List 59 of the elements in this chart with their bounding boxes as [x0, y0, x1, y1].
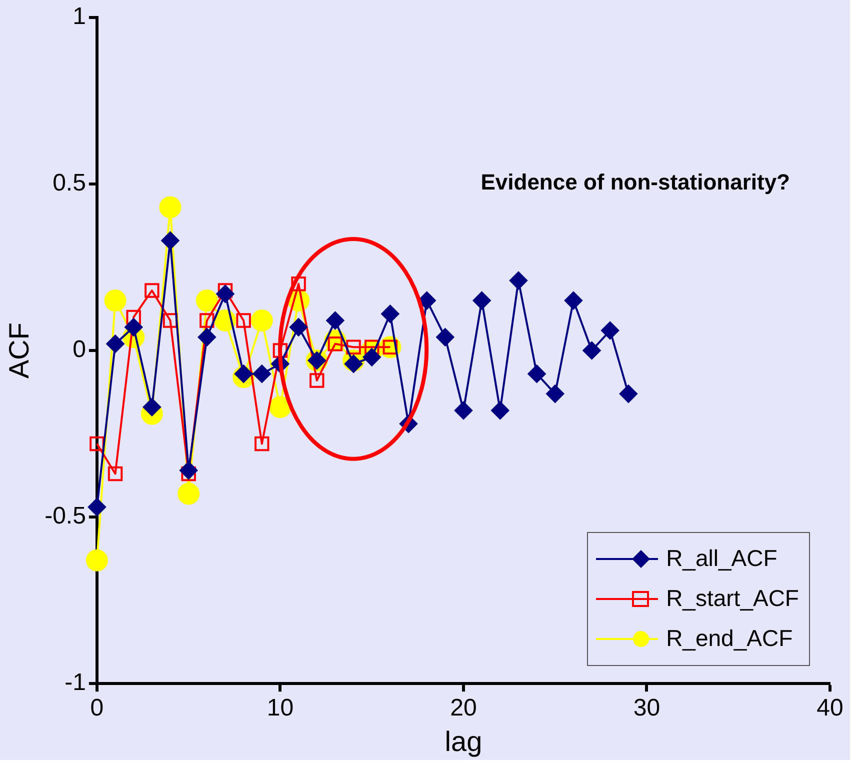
- point: [108, 466, 123, 482]
- y-tick-label: 0: [72, 336, 86, 364]
- y-tick-label: 1: [72, 3, 86, 30]
- point: [472, 292, 491, 310]
- point: [252, 364, 271, 383]
- point: [381, 304, 400, 323]
- point: [142, 398, 161, 416]
- x-tick-label: 30: [633, 694, 660, 722]
- point: [216, 284, 234, 303]
- point: [162, 313, 178, 328]
- point: [88, 498, 106, 516]
- point: [546, 384, 564, 403]
- point: [564, 292, 582, 310]
- point: [104, 290, 126, 312]
- point: [196, 290, 218, 312]
- point: [454, 401, 472, 420]
- point: [601, 322, 620, 340]
- point: [124, 318, 143, 336]
- point: [346, 340, 361, 355]
- legend-label: R_start_ACF: [666, 585, 799, 612]
- y-tick-label: -1: [64, 669, 86, 696]
- point: [236, 313, 251, 328]
- point: [528, 364, 546, 383]
- point: [178, 482, 200, 505]
- point: [254, 436, 270, 452]
- x-tick-label: 0: [90, 694, 104, 722]
- point: [582, 342, 601, 360]
- annotation: Evidence of non-stationarity?: [480, 169, 790, 194]
- point: [436, 328, 454, 346]
- point: [326, 312, 344, 330]
- y-tick-label: -0.5: [44, 502, 86, 530]
- legend-label: R_all_ACF: [666, 545, 778, 572]
- point: [200, 313, 214, 328]
- point: [491, 401, 510, 420]
- point: [250, 310, 273, 332]
- x-tick-label: 40: [816, 694, 844, 722]
- x-tick-label: 10: [266, 694, 294, 722]
- point: [290, 318, 308, 336]
- point: [106, 334, 124, 353]
- x-tick-label: 20: [450, 694, 477, 722]
- point: [619, 384, 638, 403]
- point: [269, 396, 292, 418]
- point: [90, 436, 104, 452]
- point: [159, 196, 182, 218]
- point: [180, 461, 198, 480]
- point: [126, 310, 141, 325]
- point: [198, 328, 216, 346]
- point: [86, 549, 108, 572]
- legend-label: R_end_ACF: [666, 625, 793, 652]
- point: [509, 272, 528, 290]
- y-axis-title: ACF: [4, 322, 35, 378]
- point: [362, 348, 381, 366]
- point: [291, 276, 306, 292]
- point: [310, 373, 324, 388]
- y-tick-label: 0.5: [52, 170, 86, 197]
- point: [144, 283, 160, 298]
- point: [161, 232, 180, 250]
- point: [272, 343, 288, 358]
- x-axis-title: lag: [444, 726, 482, 757]
